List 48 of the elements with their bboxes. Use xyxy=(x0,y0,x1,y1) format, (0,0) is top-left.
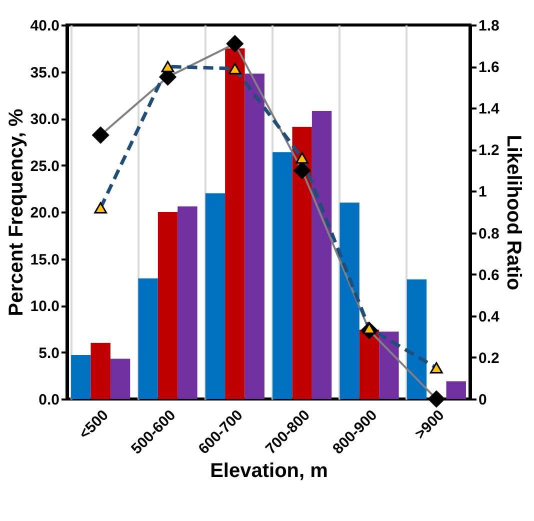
bar xyxy=(292,126,312,399)
bar xyxy=(158,212,178,399)
point xyxy=(294,162,311,179)
point xyxy=(92,126,110,144)
y2-tick-label: 0.2 xyxy=(478,350,500,367)
y2-tick-label: 1.8 xyxy=(478,18,500,34)
y-tick-label: 20.0 xyxy=(30,204,60,222)
y-tick-label: 0.0 xyxy=(38,392,60,408)
bar xyxy=(340,202,360,399)
bar xyxy=(406,279,427,399)
y2-tick-label: 0.8 xyxy=(478,225,500,242)
bar xyxy=(90,342,110,399)
x-axis-title: Elevation, m xyxy=(210,460,328,482)
bar xyxy=(225,48,245,399)
y2-tick-label: 1.6 xyxy=(478,59,500,76)
bar xyxy=(359,330,380,399)
bar xyxy=(71,355,91,399)
y2-axis-title: Likelihood Ratio xyxy=(502,134,524,290)
point xyxy=(296,152,309,164)
bar xyxy=(379,332,399,399)
point xyxy=(226,35,244,52)
y2-tick-label: 0.6 xyxy=(478,266,500,284)
y2-tick-label: 1.2 xyxy=(478,142,500,160)
y2-tick-label: 1.4 xyxy=(478,100,500,118)
y-tick-label: 5.0 xyxy=(38,344,60,362)
bar xyxy=(178,206,198,399)
bar xyxy=(244,74,264,399)
y-tick-label: 35.0 xyxy=(30,64,60,82)
point xyxy=(161,60,174,72)
y-axis-title: Percent Frequency, % xyxy=(5,108,28,316)
y-tick-label: 15.0 xyxy=(30,251,60,268)
bar xyxy=(110,358,130,399)
point xyxy=(94,202,108,214)
y-tick-label: 30.0 xyxy=(30,111,60,128)
bar xyxy=(312,111,332,399)
y2-tick-label: 0.4 xyxy=(478,308,500,326)
point xyxy=(428,390,445,408)
bar xyxy=(446,381,466,399)
bar xyxy=(272,152,292,399)
y2-tick-label: 0 xyxy=(478,392,487,408)
y-tick-label: 25.0 xyxy=(30,158,60,175)
y2-tick-label: 1 xyxy=(478,184,487,201)
point xyxy=(430,362,443,374)
y-tick-label: 40.0 xyxy=(30,18,60,34)
bar xyxy=(205,193,226,399)
point xyxy=(228,62,242,74)
bar xyxy=(138,278,158,399)
y-tick-label: 10.0 xyxy=(30,298,60,315)
